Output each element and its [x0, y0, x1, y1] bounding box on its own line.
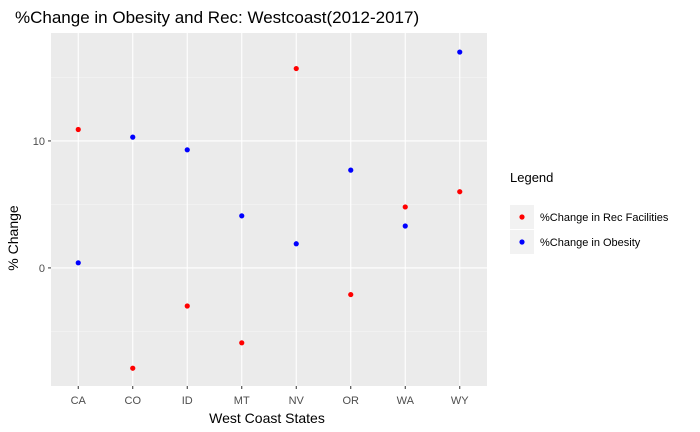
y-tick-label: 0 [39, 263, 45, 275]
data-point-rec-facilities [293, 65, 299, 72]
gridlines [51, 33, 487, 386]
x-tick-label: CA [71, 395, 87, 407]
data-point-obesity [75, 260, 81, 266]
data-point-rec-facilities [75, 126, 81, 133]
y-tick-label: 10 [33, 136, 45, 148]
legend-key-point [519, 214, 525, 220]
data-point-obesity [348, 167, 354, 173]
data-point-rec-facilities [457, 189, 463, 195]
data-point-rec-facilities [402, 204, 408, 210]
legend-label: %Change in Obesity [540, 237, 641, 249]
y-axis-ticks: 0 10 [33, 136, 51, 275]
plot-panel [51, 33, 487, 386]
x-axis-title: West Coast States [209, 410, 325, 426]
x-tick-label: ID [182, 395, 193, 407]
x-tick-label: MT [234, 395, 250, 407]
chart-title: %Change in Obesity and Rec: Westcoast(20… [15, 8, 419, 27]
legend-title: Legend [510, 170, 553, 185]
data-point-obesity [402, 223, 408, 229]
data-points [75, 49, 463, 371]
y-axis-title: % Change [5, 205, 21, 271]
data-point-obesity [130, 134, 136, 140]
data-point-obesity [239, 213, 245, 219]
x-tick-label: WA [397, 395, 415, 407]
legend-label: %Change in Rec Facilities [540, 212, 669, 224]
x-tick-label: WY [451, 395, 469, 407]
data-point-rec-facilities [348, 291, 354, 298]
legend-key-point [519, 239, 525, 245]
data-point-obesity [293, 241, 299, 247]
data-point-obesity [184, 147, 190, 153]
data-point-rec-facilities [130, 365, 136, 371]
x-tick-label: CO [125, 395, 142, 407]
x-axis-ticks: CA CO ID MT NV OR WA WY [71, 386, 469, 407]
data-point-obesity [457, 49, 463, 55]
x-tick-label: NV [289, 395, 305, 407]
x-tick-label: OR [343, 395, 360, 407]
data-point-rec-facilities [184, 303, 190, 309]
data-point-rec-facilities [239, 340, 245, 346]
legend: Legend %Change in Rec Facilities %Change … [510, 170, 669, 254]
